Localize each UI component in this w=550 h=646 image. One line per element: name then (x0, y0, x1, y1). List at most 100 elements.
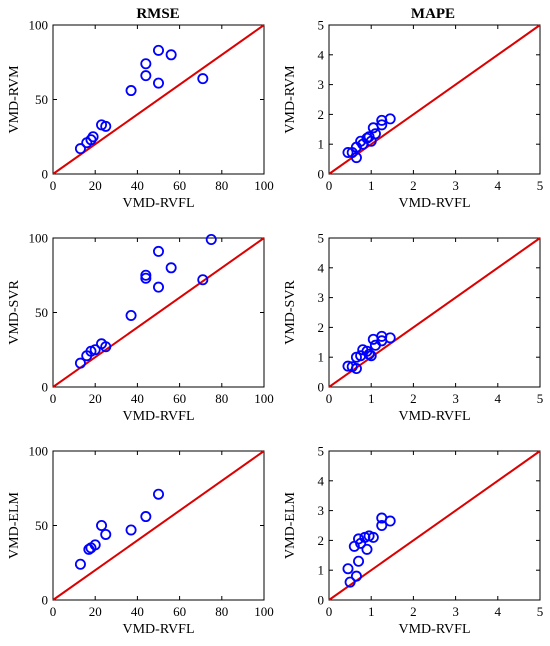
data-point (152, 245, 164, 257)
y-tick-label: 2 (318, 107, 325, 122)
x-tick-label: 40 (131, 391, 144, 406)
x-tick-label: 60 (173, 178, 186, 193)
y-tick-label: 50 (35, 518, 48, 533)
scatter-panel-6: 0 1 2 3 4 5 0 1 2 3 4 5 VMD-RVFL VMD-ELM (283, 444, 543, 638)
reference-line (52, 24, 265, 175)
x-tick-label: 5 (537, 391, 544, 406)
x-tick-label: 2 (410, 604, 417, 619)
data-point (367, 531, 379, 543)
scatter-panel-3: 0 20 40 60 80 100 0 50 100 VMD-RVFL VMD-SVR (7, 231, 274, 425)
y-tick-label: 0 (42, 380, 49, 395)
x-tick-label: 1 (368, 391, 375, 406)
x-axis-label: VMD-RVFL (123, 409, 195, 424)
y-axis-label: VMD-RVM (283, 65, 298, 134)
data-point (361, 543, 373, 555)
y-tick-label: 4 (318, 260, 325, 275)
y-tick-label: 1 (318, 563, 325, 578)
y-tick-label: 50 (35, 92, 48, 107)
y-tick-label: 50 (35, 305, 48, 320)
axes-box (328, 237, 541, 388)
data-point (363, 348, 375, 360)
data-point (89, 539, 101, 551)
x-tick-label: 1 (368, 178, 375, 193)
reference-line (328, 450, 541, 601)
scatter-panel-4: 0 1 2 3 4 5 0 1 2 3 4 5 VMD-RVFL VMD-SVR (283, 231, 543, 425)
scatter-panel-5: 0 20 40 60 80 100 0 50 100 VMD-RVFL VMD-ELM (7, 444, 274, 638)
y-axis-label: VMD-ELM (283, 492, 298, 559)
reference-line (328, 24, 541, 175)
data-point (96, 520, 108, 532)
y-axis-label: VMD-SVR (7, 280, 22, 345)
data-point (74, 357, 86, 369)
x-axis-label: VMD-RVFL (123, 622, 195, 637)
data-point (74, 558, 86, 570)
x-tick-label: 5 (537, 178, 544, 193)
data-point (100, 528, 112, 540)
data-point (100, 341, 112, 353)
data-point (74, 143, 86, 155)
y-tick-label: 1 (318, 137, 325, 152)
x-tick-label: 0 (50, 178, 57, 193)
x-axis-label: VMD-RVFL (399, 196, 471, 211)
y-tick-label: 5 (318, 231, 325, 246)
y-tick-label: 1 (318, 350, 325, 365)
data-point (384, 515, 396, 527)
y-tick-label: 5 (318, 444, 325, 459)
x-tick-label: 0 (50, 604, 57, 619)
x-tick-label: 60 (173, 391, 186, 406)
x-tick-label: 3 (452, 178, 459, 193)
y-tick-label: 3 (318, 290, 325, 305)
x-axis-label: VMD-RVFL (399, 409, 471, 424)
column-title-mape: MAPE (411, 6, 455, 22)
y-tick-label: 2 (318, 533, 325, 548)
x-tick-label: 80 (215, 604, 228, 619)
data-point (350, 152, 362, 164)
data-point (197, 73, 209, 85)
y-tick-label: 2 (318, 320, 325, 335)
x-tick-label: 3 (452, 391, 459, 406)
data-point (85, 134, 97, 146)
x-axis-label: VMD-RVFL (399, 622, 471, 637)
data-point (100, 120, 112, 132)
data-point (165, 262, 177, 274)
reference-line (52, 237, 265, 388)
data-point (376, 119, 388, 131)
data-point (140, 272, 152, 284)
data-point (205, 233, 217, 245)
data-point (87, 131, 99, 143)
data-point (384, 332, 396, 344)
y-tick-label: 0 (42, 167, 49, 182)
data-point (344, 576, 356, 588)
data-point (384, 113, 396, 125)
x-tick-label: 80 (215, 178, 228, 193)
y-tick-label: 0 (318, 593, 325, 608)
data-point (369, 128, 381, 140)
data-point (125, 524, 137, 536)
data-point (376, 520, 388, 532)
x-tick-label: 100 (254, 178, 274, 193)
reference-line (328, 237, 541, 388)
x-tick-label: 4 (495, 178, 502, 193)
x-tick-label: 80 (215, 391, 228, 406)
data-point (140, 58, 152, 70)
data-point (152, 44, 164, 56)
axes-box (328, 24, 541, 175)
y-axis-label: VMD-ELM (7, 492, 22, 559)
data-point (140, 511, 152, 523)
data-point (152, 488, 164, 500)
y-tick-label: 0 (42, 593, 49, 608)
data-point (365, 350, 377, 362)
data-point (152, 281, 164, 293)
data-point (197, 274, 209, 286)
x-tick-label: 20 (89, 604, 102, 619)
x-tick-label: 2 (410, 178, 417, 193)
x-tick-label: 0 (326, 391, 333, 406)
reference-line (52, 450, 265, 601)
x-tick-label: 40 (131, 178, 144, 193)
data-point (89, 344, 101, 356)
x-tick-label: 2 (410, 391, 417, 406)
y-axis-label: VMD-RVM (7, 65, 22, 134)
data-point (140, 70, 152, 82)
y-tick-label: 0 (318, 167, 325, 182)
